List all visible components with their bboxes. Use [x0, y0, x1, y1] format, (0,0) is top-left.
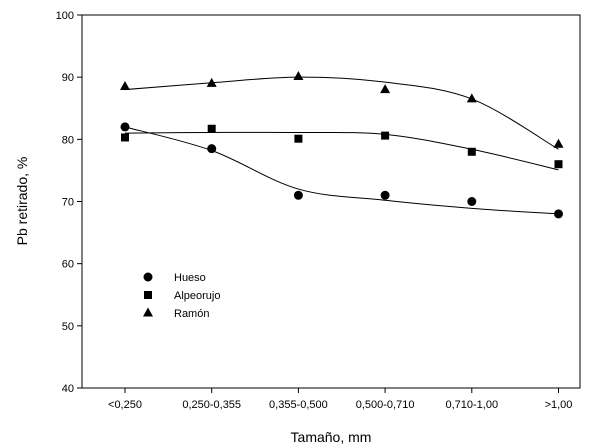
point-hueso — [120, 122, 130, 132]
point-alpeorujo — [381, 131, 390, 140]
x-tick-label: 0,710-1,00 — [445, 399, 498, 411]
y-axis: 40 50 60 70 80 90 100 — [56, 10, 82, 395]
fit-curves — [124, 76, 559, 215]
x-axis: <0,250 0,250-0,355 0,355-0,500 0,500-0,710 0… — [108, 388, 572, 411]
x-tick-label: 0,250-0,355 — [182, 399, 241, 411]
point-alpeorujo — [207, 124, 216, 133]
point-hueso — [380, 190, 390, 200]
fit-line-ramón — [124, 76, 559, 150]
legend-label: Hueso — [174, 272, 206, 284]
point-hueso — [207, 144, 217, 154]
y-tick-label: 70 — [62, 197, 74, 209]
x-axis-title: Tamaño, mm — [291, 429, 372, 445]
point-ramón — [120, 80, 130, 90]
point-ramón — [466, 93, 477, 103]
legend-marker-hueso — [143, 272, 153, 282]
plot-frame — [81, 14, 581, 389]
x-tick-label: 0,355-0,500 — [269, 399, 328, 411]
point-hueso — [467, 197, 477, 206]
point-ramón — [206, 77, 217, 87]
point-ramón — [553, 138, 564, 148]
y-tick-label: 60 — [62, 259, 74, 271]
legend-label: Alpeorujo — [174, 290, 220, 302]
y-tick-label: 50 — [62, 321, 74, 333]
legend: Hueso Alpeorujo Ramón — [143, 272, 220, 320]
point-alpeorujo — [554, 160, 563, 169]
point-hueso — [293, 190, 303, 200]
point-alpeorujo — [294, 134, 303, 143]
fit-line-alpeorujo — [124, 131, 559, 171]
point-ramón — [293, 71, 304, 81]
point-ramón — [380, 84, 391, 94]
fit-line-hueso — [124, 126, 559, 215]
y-tick-label: 90 — [62, 72, 74, 84]
y-axis-title: Pb retirado, % — [14, 157, 30, 246]
legend-marker-alpeorujo — [144, 291, 152, 299]
y-tick-label: 100 — [56, 10, 74, 22]
data-markers — [120, 71, 564, 219]
x-tick-label: 0,500-0,710 — [356, 399, 415, 411]
point-hueso — [554, 209, 563, 219]
point-alpeorujo — [467, 147, 476, 156]
y-tick-label: 40 — [62, 383, 74, 395]
x-tick-label: >1,00 — [545, 399, 573, 411]
y-tick-label: 80 — [62, 134, 74, 146]
legend-marker-ramón — [143, 307, 153, 317]
point-alpeorujo — [121, 133, 129, 142]
x-tick-label: <0,250 — [108, 399, 142, 411]
legend-label: Ramón — [174, 308, 209, 320]
